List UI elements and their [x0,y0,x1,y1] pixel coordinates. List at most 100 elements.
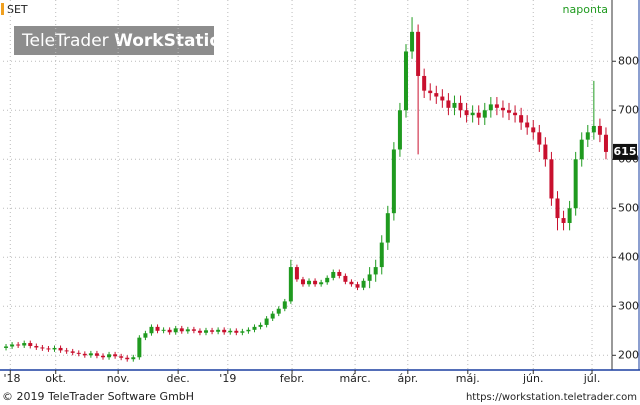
x-tick-label: '19 [219,372,236,385]
candle-body [488,104,493,111]
candle-body [525,122,530,128]
candle-body [294,267,299,280]
candle-body [10,344,15,347]
candle-body [264,318,269,325]
candle-body [58,347,63,351]
candle-body [210,330,215,332]
candle-body [446,100,451,108]
candle-body [403,51,408,111]
candle-body [458,102,463,111]
candle-body [410,31,415,52]
candle-body [579,139,584,160]
candle-body [137,337,142,358]
candle-body [131,357,136,360]
candle-body [46,348,51,350]
candle-body [52,347,57,350]
candle-body [470,112,475,116]
candle-body [204,330,209,333]
candle-body [240,331,245,333]
candle-body [603,134,608,152]
candle-body [555,198,560,219]
candle-body [34,345,39,348]
candle-body [167,329,172,333]
candle-body [337,271,342,276]
url: https://workstation.teletrader.com [466,392,637,403]
candle-body [282,301,287,309]
x-tick-label: okt. [45,372,66,385]
watermark-box [14,26,214,55]
candle-body [307,280,312,285]
candle-body [252,326,257,330]
x-tick-label: nov. [107,372,130,385]
candle-body [100,355,105,358]
x-tick-label: júl. [583,372,601,385]
candle-body [94,353,99,356]
candle-body [173,328,178,333]
candle-body [28,343,33,346]
candle-body [391,149,396,214]
candle-body [119,356,124,358]
x-tick-label: ápr. [397,372,418,385]
y-tick-label: 800 [618,54,639,67]
y-tick-label: 700 [618,103,639,116]
candle-body [246,329,251,332]
y-tick-label: 500 [618,201,639,214]
candle-body [325,277,330,283]
candle-body [191,329,196,331]
candle-body [155,326,160,331]
candle-body [216,329,221,332]
candle-body [4,346,9,348]
candle-body [597,125,602,135]
candle-body [185,329,190,332]
candle-body [149,326,154,334]
candle-body [464,110,469,116]
candle-body [452,102,457,108]
watermark-product: WorkStation [114,31,233,51]
candle-body [125,357,130,360]
candle-body [397,110,402,150]
last-price-label: 615 [614,145,637,158]
candle-body [258,324,263,327]
candle-body [143,333,148,338]
candle-body [428,90,433,94]
candle-body [343,275,348,282]
candle-body [507,110,512,113]
candle-body [276,308,281,314]
candle-body [161,329,166,331]
candle-body [82,353,87,356]
candle-body [549,159,554,199]
candle-body [107,354,112,358]
candle-body [422,75,427,91]
candle-body [16,344,21,346]
candle-body [373,267,378,275]
candle-body [70,351,75,353]
candle-body [113,354,118,357]
y-tick-label: 400 [618,250,639,263]
candle-body [537,132,542,145]
candle-body [573,159,578,209]
x-tick-label: febr. [280,372,305,385]
watermark: TeleTrader WorkStation [21,31,233,51]
candle-body [228,330,233,333]
candle-body [288,267,293,302]
candle-body [519,115,524,123]
chart-title: SET [7,3,28,16]
candle-body [179,328,184,332]
candle-body [440,96,445,101]
candle-body [591,125,596,133]
last-price-box [613,143,637,160]
x-tick-label: máj. [456,372,480,385]
candle-body [361,280,366,288]
candle-body [76,352,81,354]
candle-body [561,218,566,223]
candle-body [476,112,481,118]
candle-body [270,313,275,319]
candle-body [197,330,202,333]
candle-body [494,104,499,108]
candle-body [300,279,305,285]
candle-body [234,330,239,333]
candle-body [416,31,421,76]
x-tick-label: dec. [166,372,189,385]
candle-body [585,132,590,140]
